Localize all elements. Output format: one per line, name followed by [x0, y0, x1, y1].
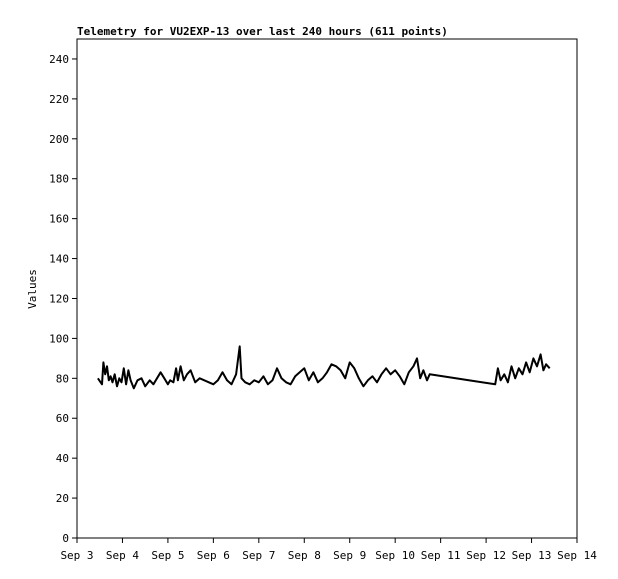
y-tick-label: 0 [62, 532, 69, 545]
x-axis-ticks: Sep 3 Sep 4 Sep 5 Sep 6 Sep 7 Sep 8 Sep 9 Sep 1… [60, 538, 597, 562]
plot-frame [76, 38, 578, 539]
x-tick-label: Sep 8 [288, 549, 321, 562]
y-axis-ticks: 0 20 40 60 80 100 120 140 160 180 200 220 240 [49, 53, 77, 545]
x-tick-label: Sep 4 [106, 549, 139, 562]
y-tick-label: 240 [49, 53, 69, 66]
y-tick-label: 200 [49, 133, 69, 146]
y-tick-label: 60 [56, 412, 69, 425]
x-tick-label: Sep 9 [333, 549, 366, 562]
x-tick-label: Sep 13 [512, 549, 552, 562]
x-tick-label: Sep 6 [197, 549, 230, 562]
x-tick-label: Sep 12 [466, 549, 506, 562]
chart-title: Telemetry for VU2EXP-13 over last 240 ho… [77, 25, 448, 38]
x-tick-label: Sep 10 [375, 549, 415, 562]
x-tick-label: Sep 14 [557, 549, 597, 562]
y-tick-label: 100 [49, 332, 69, 345]
y-tick-label: 220 [49, 93, 69, 106]
y-tick-label: 180 [49, 173, 69, 186]
y-tick-label: 140 [49, 253, 69, 266]
series-line [97, 345, 551, 390]
series-group [97, 345, 551, 390]
x-tick-label: Sep 11 [421, 549, 461, 562]
y-axis-label-group: Values [26, 269, 39, 309]
y-tick-label: 20 [56, 492, 69, 505]
x-tick-label: Sep 5 [151, 549, 184, 562]
y-tick-label: 160 [49, 213, 69, 226]
y-tick-label: 80 [56, 372, 69, 385]
y-tick-label: 120 [49, 292, 69, 305]
y-tick-label: 40 [56, 452, 69, 465]
y-axis-label: Values [26, 269, 39, 309]
x-tick-label: Sep 3 [60, 549, 93, 562]
x-tick-label: Sep 7 [242, 549, 275, 562]
